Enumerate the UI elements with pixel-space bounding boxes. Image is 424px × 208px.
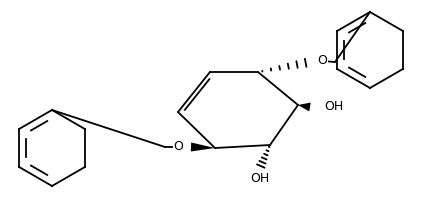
Text: O: O xyxy=(173,140,183,152)
Polygon shape xyxy=(191,142,215,151)
Polygon shape xyxy=(298,103,311,111)
Text: O: O xyxy=(317,54,327,68)
Text: OH: OH xyxy=(324,100,343,114)
Text: OH: OH xyxy=(251,172,270,184)
